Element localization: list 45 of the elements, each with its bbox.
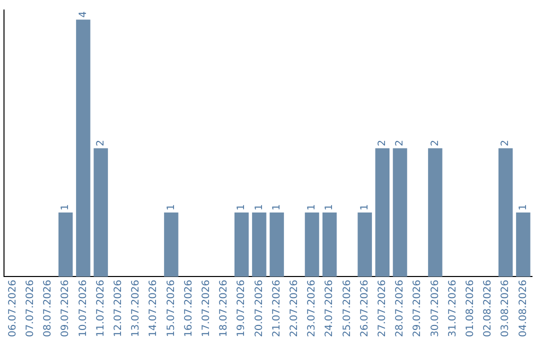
x-tick-label: 19.07.2026 xyxy=(236,280,248,338)
x-tick-label: 04.08.2026 xyxy=(518,280,529,338)
x-tick-label: 06.07.2026 xyxy=(7,280,18,338)
x-tick-label: 21.07.2026 xyxy=(271,280,282,338)
x-tick-label: 13.07.2026 xyxy=(130,280,142,338)
data-label: 4 xyxy=(78,11,89,18)
x-tick-label: 16.07.2026 xyxy=(183,280,194,338)
x-tick-label: 07.07.2026 xyxy=(24,280,36,338)
x-tick-label: 23.07.2026 xyxy=(306,280,318,338)
data-label: 1 xyxy=(518,204,529,210)
data-label: 1 xyxy=(324,204,336,210)
x-tick-label: 30.07.2026 xyxy=(430,280,441,338)
data-label: 2 xyxy=(376,140,388,146)
x-tick-label: 27.07.2026 xyxy=(376,280,388,338)
x-tick-label: 25.07.2026 xyxy=(342,280,353,338)
x-tick-label: 18.07.2026 xyxy=(218,280,230,338)
x-tick-label: 17.07.2026 xyxy=(200,280,212,338)
data-label: 2 xyxy=(394,140,406,146)
x-tick-label: 15.07.2026 xyxy=(166,280,177,338)
x-tick-label: 03.08.2026 xyxy=(500,280,512,338)
x-tick-label: 09.07.2026 xyxy=(60,280,72,338)
data-label: 1 xyxy=(166,204,177,210)
data-label: 1 xyxy=(271,204,282,210)
data-label: 1 xyxy=(254,204,265,210)
x-tick-label: 01.08.2026 xyxy=(464,280,476,338)
x-tick-label: 10.07.2026 xyxy=(78,280,89,338)
x-tick-label: 20.07.2026 xyxy=(254,280,265,338)
x-tick-label: 28.07.2026 xyxy=(394,280,406,338)
x-tick-label: 22.07.2026 xyxy=(288,280,300,338)
x-tick-label: 31.07.2026 xyxy=(447,280,458,338)
data-label: 1 xyxy=(306,204,318,210)
x-tick-label: 08.07.2026 xyxy=(42,280,54,338)
data-label: 1 xyxy=(359,204,370,210)
data-label: 2 xyxy=(95,140,106,146)
data-label: 1 xyxy=(60,204,72,210)
x-tick-label: 14.07.2026 xyxy=(148,280,160,338)
x-tick-label: 12.07.2026 xyxy=(112,280,124,338)
data-label: 1 xyxy=(236,204,248,210)
x-tick-label: 24.07.2026 xyxy=(324,280,336,338)
data-label: 2 xyxy=(430,140,441,146)
data-label: 2 xyxy=(500,140,512,146)
x-tick-label: 29.07.2026 xyxy=(412,280,424,338)
x-tick-label: 11.07.2026 xyxy=(95,280,106,338)
x-tick-label: 02.08.2026 xyxy=(482,280,494,338)
x-tick-label: 26.07.2026 xyxy=(359,280,370,338)
